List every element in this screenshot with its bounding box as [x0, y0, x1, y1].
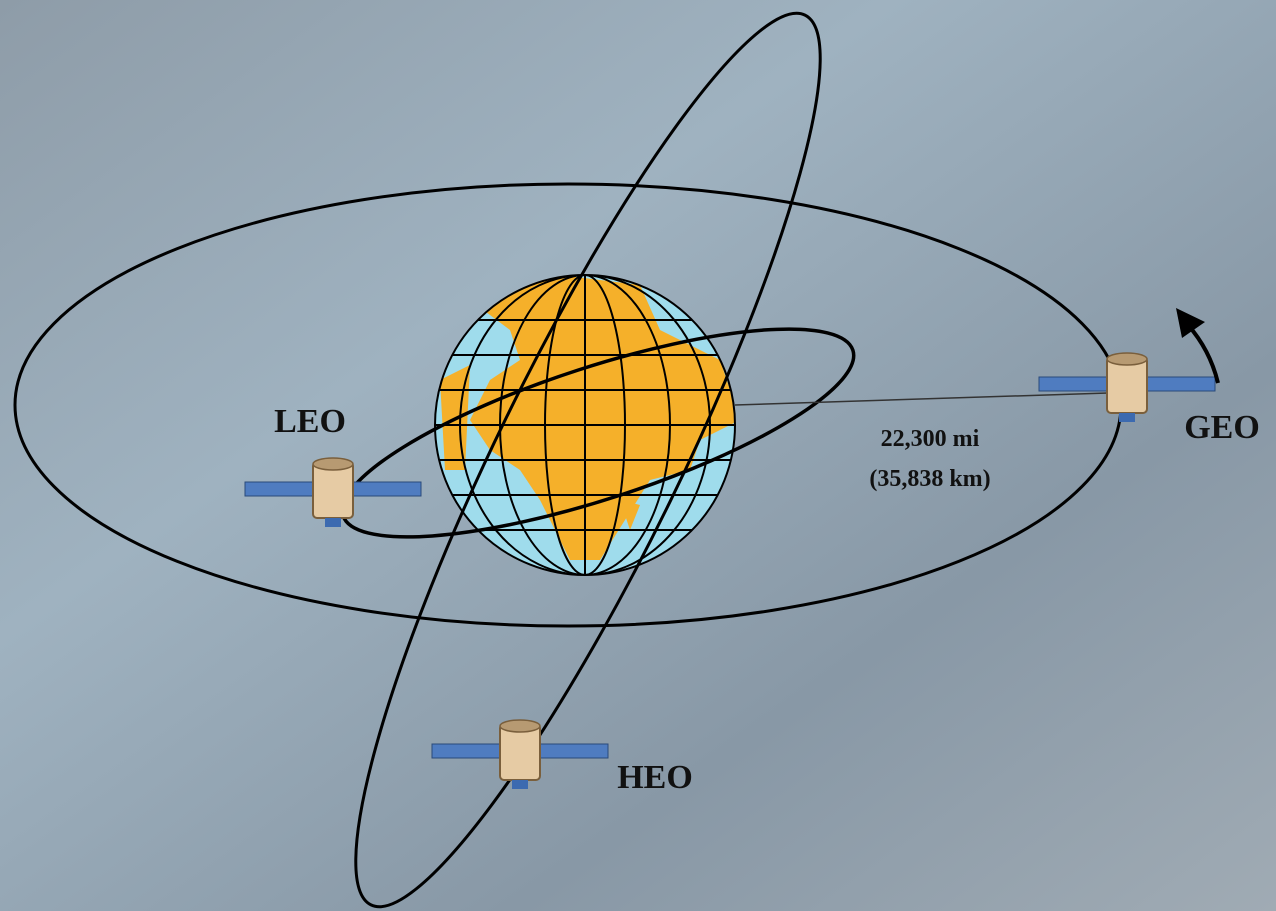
geo-label: GEO [1184, 409, 1260, 446]
heo-label: HEO [617, 759, 693, 796]
heo-orbit [354, 11, 822, 909]
distance-line [734, 392, 1109, 406]
distance-miles: 22,300 mi [881, 426, 980, 452]
distance-km: (35,838 km) [869, 466, 990, 492]
leo-label: LEO [274, 403, 346, 440]
earth [435, 275, 735, 575]
arrow-head [1176, 308, 1205, 338]
